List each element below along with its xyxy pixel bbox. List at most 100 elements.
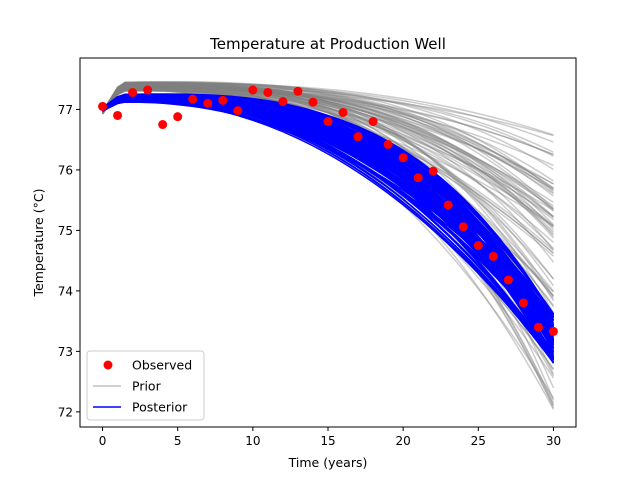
ensemble-line — [101, 82, 554, 192]
ensemble-line — [102, 100, 555, 341]
observed-point — [458, 222, 468, 232]
ensemble-line — [101, 86, 554, 185]
ensemble-line — [101, 88, 554, 211]
x-axis-title: Time (years) — [288, 455, 368, 470]
legend-posterior-label: Posterior — [132, 400, 188, 415]
ensemble-line — [101, 86, 554, 209]
ensemble-line — [101, 81, 554, 189]
ensemble-line — [101, 86, 554, 203]
observed-point — [533, 322, 543, 332]
ensemble-line — [101, 86, 554, 227]
ensemble-line — [101, 86, 554, 153]
observed-point — [548, 326, 558, 336]
ensemble-line — [101, 89, 554, 221]
ensemble-line — [101, 84, 554, 227]
observed-point — [143, 85, 153, 95]
ensemble-line — [101, 82, 554, 171]
ensemble-line — [101, 86, 555, 302]
ensemble-line — [101, 85, 554, 211]
y-tick-label: 76 — [58, 163, 73, 177]
observed-point — [188, 94, 198, 104]
ensemble-line — [101, 81, 555, 300]
ensemble-line — [101, 85, 554, 228]
observed-point — [308, 97, 318, 107]
observed-point — [233, 106, 243, 116]
ensemble-line — [101, 84, 554, 226]
legend-observed-marker — [103, 360, 113, 370]
ensemble-line — [102, 96, 555, 320]
y-axis: 72 73 74 75 76 77 — [58, 103, 80, 419]
legend: Observed Prior Posterior — [86, 350, 205, 421]
ensemble-line — [101, 81, 554, 194]
ensemble-line — [101, 82, 554, 185]
ensemble-line — [101, 87, 555, 280]
ensemble-line — [101, 85, 554, 218]
ensemble-line — [101, 89, 554, 250]
observed-point — [413, 173, 423, 183]
y-tick-label: 72 — [58, 405, 73, 419]
observed-point — [353, 132, 363, 142]
observed-point — [113, 110, 123, 120]
observed-point — [218, 95, 228, 105]
observed-point — [518, 298, 528, 308]
ensemble-line — [101, 90, 554, 244]
observed-point — [203, 98, 213, 108]
legend-frame — [86, 350, 205, 421]
ensemble-line — [101, 86, 554, 235]
ensemble-line — [101, 82, 554, 197]
x-tick-label: 20 — [396, 434, 411, 448]
y-tick-label: 74 — [58, 284, 73, 298]
ensemble-line — [101, 87, 555, 287]
ensemble-line — [101, 82, 554, 210]
observed-point — [128, 87, 138, 97]
ensemble-line — [101, 82, 554, 212]
ensemble-line — [101, 86, 554, 157]
x-tick-label: 0 — [99, 434, 107, 448]
observed-point — [173, 112, 183, 122]
observed-point — [428, 166, 438, 176]
observed-point — [488, 251, 498, 261]
observed-point — [473, 241, 483, 251]
x-tick-label: 15 — [320, 434, 335, 448]
observed-point — [248, 85, 258, 95]
observed-point — [278, 97, 288, 107]
legend-prior-label: Prior — [132, 379, 162, 394]
y-tick-label: 73 — [58, 345, 73, 359]
ensemble-line — [101, 86, 554, 189]
ensemble-line — [101, 82, 554, 191]
ensemble-line — [101, 87, 555, 239]
observed-point — [368, 117, 378, 127]
ensemble-line — [101, 82, 554, 207]
y-tick-label: 77 — [58, 103, 73, 117]
y-tick-label: 75 — [58, 224, 73, 238]
ensemble-line — [101, 84, 555, 280]
x-tick-label: 5 — [174, 434, 182, 448]
ensemble-line — [101, 87, 555, 251]
observed-point — [263, 87, 273, 97]
ensemble-line — [101, 85, 554, 233]
ensemble-line — [101, 86, 554, 167]
observed-point — [383, 140, 393, 150]
ensemble-line — [101, 82, 554, 218]
ensemble-line — [101, 82, 555, 314]
chart-title: Temperature at Production Well — [209, 35, 446, 53]
observed-point — [503, 275, 513, 285]
observed-point — [443, 200, 453, 210]
ensemble-line — [101, 85, 554, 230]
x-tick-label: 30 — [546, 434, 561, 448]
observed-point — [323, 117, 333, 127]
ensemble-line — [101, 82, 554, 190]
observed-point — [398, 153, 408, 163]
observed-point — [158, 120, 168, 130]
ensemble-line — [101, 86, 554, 219]
ensemble-line — [101, 88, 554, 182]
ensemble-line — [101, 82, 554, 136]
ensemble-line — [101, 82, 555, 298]
observed-point — [98, 101, 108, 111]
observed-point — [338, 107, 348, 117]
ensemble-line — [101, 88, 554, 137]
ensemble-line — [102, 97, 555, 340]
observed-point — [293, 86, 303, 96]
y-axis-title: Temperature (°C) — [31, 189, 46, 298]
